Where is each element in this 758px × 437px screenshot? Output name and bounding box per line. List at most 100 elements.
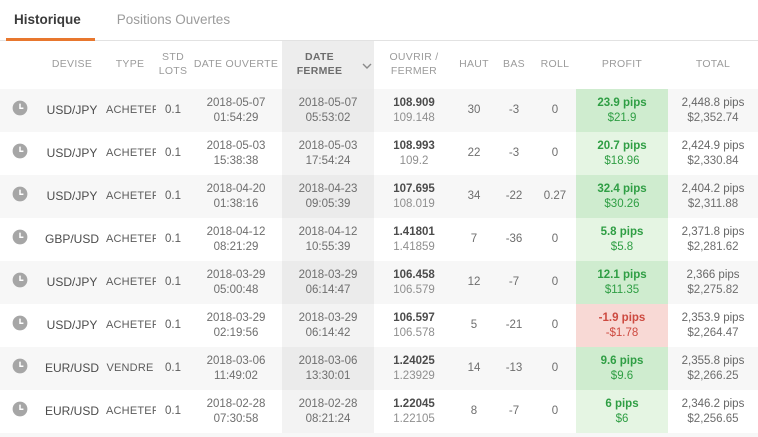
status-cell <box>0 175 40 218</box>
header-profit[interactable]: PROFIT <box>601 58 643 71</box>
bas-cell: -13 <box>505 362 523 375</box>
total-pips: 2,404.2 pips <box>681 182 745 195</box>
table-row[interactable]: USD/JPY ACHETER 0.1 2018-03-29 02:19:56 … <box>0 304 758 347</box>
roll-cell: 0 <box>551 233 559 246</box>
total-cell: 2,371.8 pips $2,281.62 <box>668 218 758 261</box>
date-ouverte-cell: 2018-03-29 02:19:56 <box>190 304 282 347</box>
table-row[interactable]: USD/JPY ACHETER 0.1 2018-05-07 01:54:29 … <box>0 89 758 132</box>
bas-cell: -22 <box>505 190 523 203</box>
date-ouverte-time: 08:21:29 <box>213 240 259 253</box>
bas-cell: -3 <box>508 147 520 160</box>
tab-positions-ouvertes[interactable]: Positions Ouvertes <box>116 12 231 27</box>
clock-icon <box>12 229 28 245</box>
table-row[interactable]: EUR/USD VENDRE 0.1 2018-03-06 11:49:02 2… <box>0 347 758 390</box>
header-roll[interactable]: ROLL <box>540 58 570 71</box>
date-fermee-cell: 2018-03-06 13:30:01 <box>282 347 374 390</box>
profit-amount: $30.26 <box>604 197 640 210</box>
status-cell <box>0 261 40 304</box>
date-fermee-date: 2018-03-06 <box>298 354 358 367</box>
total-cell: 2,353.9 pips $2,264.47 <box>668 304 758 347</box>
date-fermee-date: 2018-04-23 <box>298 182 358 195</box>
date-ouverte-cell: 2018-04-12 08:21:29 <box>190 218 282 261</box>
fermer-value: 106.578 <box>393 326 435 339</box>
fermer-value: 108.019 <box>393 197 435 210</box>
header-total[interactable]: TOTAL <box>695 58 731 71</box>
ouvrir-fermer-cell: 108.993 109.2 <box>374 132 454 175</box>
date-ouverte-cell: 2018-03-29 05:00:48 <box>190 261 282 304</box>
profit-pips: 23.9 pips <box>597 96 647 109</box>
total-amount: $2,330.84 <box>687 154 739 167</box>
date-ouverte-date: 2018-02-28 <box>206 397 266 410</box>
type-cell: VENDRE <box>106 362 154 375</box>
total-amount: $2,264.47 <box>687 326 739 339</box>
table-body: USD/JPY ACHETER 0.1 2018-05-07 01:54:29 … <box>0 89 758 433</box>
header-haut[interactable]: HAUT <box>459 58 489 71</box>
lots-cell: 0.1 <box>165 147 181 160</box>
bas-cell: -7 <box>508 405 520 418</box>
tab-historique[interactable]: Historique <box>6 12 95 41</box>
ouvrir-value: 106.597 <box>393 311 435 324</box>
lots-cell: 0.1 <box>165 362 181 375</box>
type-cell: ACHETER <box>106 147 156 160</box>
total-amount: $2,281.62 <box>687 240 739 253</box>
clock-icon <box>12 315 28 331</box>
roll-cell: 0 <box>551 147 559 160</box>
profit-pips: 5.8 pips <box>600 225 644 238</box>
ouvrir-fermer-cell: 106.458 106.579 <box>374 261 454 304</box>
profit-amount: $18.96 <box>604 154 640 167</box>
profit-pips: -1.9 pips <box>598 311 646 324</box>
status-cell <box>0 390 40 433</box>
date-ouverte-cell: 2018-02-28 07:30:58 <box>190 390 282 433</box>
header-date-ouverte[interactable]: DATE OUVERTE <box>193 58 279 71</box>
ouvrir-fermer-cell: 1.24025 1.23929 <box>374 347 454 390</box>
total-cell: 2,424.9 pips $2,330.84 <box>668 132 758 175</box>
ouvrir-value: 108.909 <box>393 96 435 109</box>
table-row[interactable]: GBP/USD ACHETER 0.1 2018-04-12 08:21:29 … <box>0 218 758 261</box>
haut-cell: 34 <box>467 190 481 203</box>
profit-cell: 20.7 pips $18.96 <box>576 132 668 175</box>
date-fermee-date: 2018-05-07 <box>298 96 358 109</box>
date-fermee-time: 10:55:39 <box>305 240 351 253</box>
profit-pips: 20.7 pips <box>597 139 647 152</box>
date-fermee-date: 2018-04-12 <box>298 225 358 238</box>
clock-icon <box>12 358 28 374</box>
header-type[interactable]: TYPE <box>115 58 145 71</box>
table-row[interactable]: USD/JPY ACHETER 0.1 2018-04-20 01:38:16 … <box>0 175 758 218</box>
ouvrir-value: 106.458 <box>393 268 435 281</box>
fermer-value: 1.23929 <box>393 369 435 382</box>
profit-amount: -$1.78 <box>605 326 639 339</box>
haut-cell: 8 <box>470 405 478 418</box>
date-fermee-time: 08:21:24 <box>305 412 351 425</box>
roll-cell: 0 <box>551 104 559 117</box>
date-ouverte-date: 2018-03-06 <box>206 354 266 367</box>
profit-cell: -1.9 pips -$1.78 <box>576 304 668 347</box>
table-row[interactable]: USD/JPY ACHETER 0.1 2018-05-03 15:38:38 … <box>0 132 758 175</box>
header-bas[interactable]: BAS <box>503 58 525 71</box>
type-cell: ACHETER <box>106 233 156 246</box>
profit-amount: $5.8 <box>610 240 634 253</box>
status-cell <box>0 218 40 261</box>
header-devise[interactable]: DEVISE <box>51 58 93 71</box>
clipped-next-row <box>0 433 758 437</box>
bas-cell: -7 <box>508 276 520 289</box>
roll-cell: 0.27 <box>543 190 567 203</box>
table-row[interactable]: USD/JPY ACHETER 0.1 2018-03-29 05:00:48 … <box>0 261 758 304</box>
profit-amount: $11.35 <box>604 283 640 296</box>
devise-cell: USD/JPY <box>46 188 98 203</box>
date-fermee-time: 06:14:42 <box>305 326 351 339</box>
type-cell: ACHETER <box>106 405 156 418</box>
header-ouvrir-fermer[interactable]: OUVRIR / FERMER <box>389 51 439 77</box>
date-fermee-time: 09:05:39 <box>305 197 351 210</box>
devise-cell: USD/JPY <box>46 274 98 289</box>
table-row[interactable]: EUR/USD ACHETER 0.1 2018-02-28 07:30:58 … <box>0 390 758 433</box>
date-fermee-cell: 2018-03-29 06:14:42 <box>282 304 374 347</box>
haut-cell: 12 <box>467 276 481 289</box>
devise-cell: USD/JPY <box>46 102 98 117</box>
header-std-lots[interactable]: STD LOTS <box>158 51 188 77</box>
history-table: DEVISE TYPE STD LOTS DATE OUVERTE DATE F… <box>0 41 758 433</box>
ouvrir-fermer-cell: 1.41801 1.41859 <box>374 218 454 261</box>
ouvrir-value: 107.695 <box>393 182 435 195</box>
roll-cell: 0 <box>551 319 559 332</box>
chevron-down-icon <box>362 63 372 69</box>
header-date-fermee[interactable]: DATE FERMEE <box>282 41 374 89</box>
